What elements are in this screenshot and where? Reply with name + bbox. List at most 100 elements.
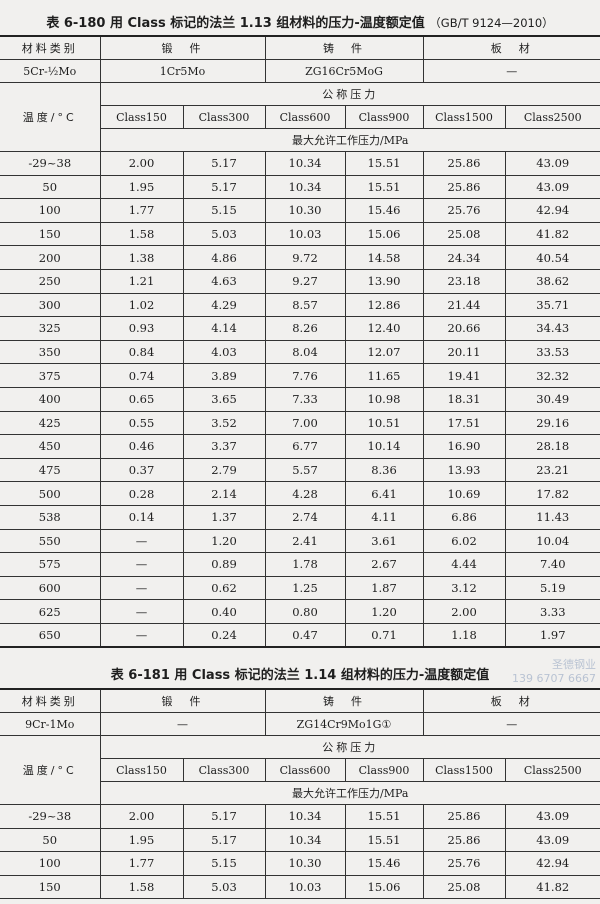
pressure-cell: 2.00 [422, 599, 506, 624]
table-row: 100 1.77 5.15 10.30 15.46 25.76 42.94 [0, 198, 600, 223]
class-header: Class2500 [504, 758, 600, 782]
pressure-cell: 43.09 [504, 174, 600, 200]
pressure-cell: 15.06 [344, 221, 424, 247]
class-header: Class150 [100, 758, 184, 782]
category-row: 材料类别锻 件铸 件板 材 [0, 35, 600, 60]
pressure-cell: — [99, 552, 184, 577]
pressure-cell: 20.11 [422, 339, 506, 365]
table-row: 650—0.24 0.47 0.71 1.18 1.97 [0, 622, 600, 649]
pressure-cell: 5.17 [182, 804, 266, 829]
pressure-cell: 1.21 [99, 268, 184, 294]
pressure-cell: 0.47 [264, 622, 346, 649]
table-row: -29~38 2.00 5.17 10.34 15.51 25.86 43.09 [0, 151, 600, 176]
pressure-cell: — [99, 575, 184, 601]
temperature-cell: 450 [0, 434, 101, 459]
pressure-cell: 12.86 [344, 292, 424, 318]
pressure-cell: 0.65 [99, 386, 184, 412]
pressure-cell: 4.44 [422, 552, 506, 577]
table-row: 550—1.20 2.41 3.61 6.02 10.04 [0, 528, 600, 554]
pressure-cell: 2.41 [264, 528, 346, 554]
table-row: 625—0.40 0.80 1.20 2.00 3.33 [0, 599, 600, 624]
pressure-cell: 41.82 [504, 221, 600, 247]
temperature-cell: 50 [0, 174, 101, 200]
pressure-cell: 2.67 [344, 552, 424, 577]
pressure-cell: 19.41 [422, 363, 506, 388]
pressure-cell: 10.34 [264, 151, 346, 176]
pressure-cell: 4.03 [182, 339, 266, 365]
pressure-cell: 15.46 [344, 851, 424, 876]
pressure-cell: 15.46 [344, 198, 424, 223]
watermark: 圣德钢业 139 6707 6667 [512, 658, 596, 686]
pressure-cell: 16.90 [422, 434, 506, 459]
pressure-cell: 34.43 [504, 316, 600, 341]
table-6-180-title: 表 6-180 用 Class 标记的法兰 1.13 组材料的压力-温度额定值 … [0, 12, 600, 31]
pressure-cell: 5.03 [182, 221, 266, 247]
pressure-cell: 5.15 [182, 198, 266, 223]
pressure-cell: — [99, 528, 184, 554]
pressure-cell: 0.14 [99, 504, 184, 530]
temperature-cell: 625 [0, 599, 101, 624]
standard-ref: （GB/T 9124—2010） [429, 16, 554, 30]
pressure-cell: 0.71 [344, 622, 424, 649]
pressure-cell: — [99, 622, 184, 649]
nominal-pressure-row: 温度/°C 公称压力 [0, 735, 600, 805]
plate-material: — [422, 712, 600, 736]
table-6-181-title: 表 6-181 用 Class 标记的法兰 1.14 组材料的压力-温度额定值 [0, 664, 600, 683]
watermark-company: 圣德钢业 [552, 658, 596, 671]
pressure-cell: 43.09 [504, 804, 600, 829]
pressure-cell: 20.66 [422, 316, 506, 341]
table-6-181: 材料类别锻 件铸 件板 材 9Cr-1Mo — ZG14Cr9Mo1G① — 温度/°C 公… [0, 688, 600, 900]
table-row: 300 1.02 4.29 8.57 12.86 21.44 35.71 [0, 292, 600, 318]
pressure-cell: 10.03 [264, 874, 346, 900]
pressure-cell: 1.58 [99, 221, 184, 247]
pressure-cell: 10.14 [344, 434, 424, 459]
temperature-cell: 100 [0, 198, 101, 223]
table-row: 150 1.58 5.03 10.03 15.06 25.08 41.82 [0, 221, 600, 247]
pressure-cell: 3.33 [504, 599, 600, 624]
pressure-cell: 1.95 [99, 827, 184, 853]
class-header: Class900 [344, 758, 424, 782]
pressure-cell: 25.86 [422, 174, 506, 200]
temperature-cell: 500 [0, 481, 101, 506]
temperature-cell: 250 [0, 268, 101, 294]
pressure-cell: 1.58 [99, 874, 184, 900]
pressure-cell: 0.37 [99, 457, 184, 483]
pressure-cell: 15.06 [344, 874, 424, 900]
temperature-cell: 300 [0, 292, 101, 318]
temperature-cell: 200 [0, 245, 101, 270]
table-row: 100 1.77 5.15 10.30 15.46 25.76 42.94 [0, 851, 600, 876]
title-text: 表 6-180 用 Class 标记的法兰 1.13 组材料的压力-温度额定值 [46, 16, 425, 31]
pressure-cell: 0.80 [264, 599, 346, 624]
material-group: 9Cr-1Mo [0, 712, 101, 736]
table-row: 350 0.84 4.03 8.04 12.07 20.11 33.53 [0, 339, 600, 365]
temperature-label: 温度/°C [0, 82, 101, 152]
pressure-cell: 10.04 [504, 528, 600, 554]
max-pressure-row: 最大允许工作压力/MPa [0, 128, 600, 152]
max-pressure-label: 最大允许工作压力/MPa [100, 781, 600, 805]
pressure-cell: 6.86 [422, 504, 506, 530]
temperature-cell: 425 [0, 410, 101, 436]
pressure-cell: 4.29 [182, 292, 266, 318]
pressure-cell: 25.86 [422, 151, 506, 176]
pressure-cell: 0.46 [99, 434, 184, 459]
pressure-cell: 18.31 [422, 386, 506, 412]
pressure-cell: 25.08 [422, 874, 506, 900]
pressure-cell: 2.74 [264, 504, 346, 530]
table-row: 538 0.14 1.37 2.74 4.11 6.86 11.43 [0, 504, 600, 530]
pressure-cell: 15.51 [344, 151, 424, 176]
pressure-cell: 10.34 [264, 174, 346, 200]
pressure-cell: 15.51 [344, 174, 424, 200]
pressure-cell: 3.52 [182, 410, 266, 436]
pressure-cell: 12.07 [344, 339, 424, 365]
pressure-cell: 2.14 [182, 481, 266, 506]
casting-material: ZG16Cr5MoG [264, 59, 424, 83]
pressure-cell: 1.77 [99, 198, 184, 223]
category-row: 材料类别锻 件铸 件板 材 [0, 688, 600, 713]
pressure-cell: 1.18 [422, 622, 506, 649]
class-header: Class1500 [422, 758, 506, 782]
pressure-cell: 5.19 [504, 575, 600, 601]
pressure-cell: 32.32 [504, 363, 600, 388]
pressure-cell: 4.28 [264, 481, 346, 506]
pressure-cell: 5.17 [182, 174, 266, 200]
table-row: -29~38 2.00 5.17 10.34 15.51 25.86 43.09 [0, 804, 600, 829]
